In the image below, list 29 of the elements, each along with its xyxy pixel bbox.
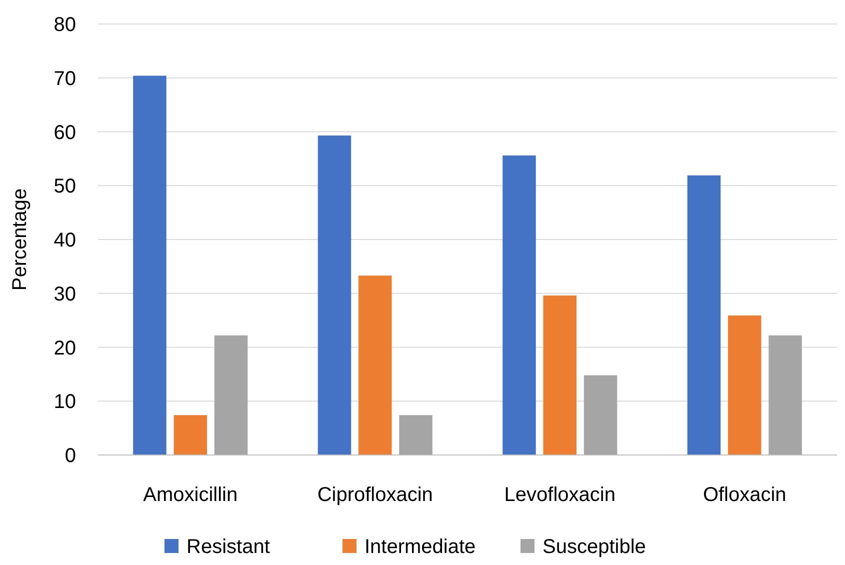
bar xyxy=(768,335,802,455)
bar xyxy=(358,276,392,455)
bar xyxy=(214,335,248,455)
bar xyxy=(399,415,432,455)
y-tick-label: 40 xyxy=(54,230,76,252)
y-tick-label: 70 xyxy=(54,68,76,90)
bar xyxy=(133,76,166,455)
bar xyxy=(318,136,352,455)
bar xyxy=(543,296,576,455)
y-tick-label: 10 xyxy=(54,391,76,414)
x-tick-label: Amoxicillin xyxy=(143,484,238,506)
y-tick-label: 0 xyxy=(64,445,76,467)
y-axis-title: Percentage xyxy=(9,188,31,291)
bar xyxy=(584,375,618,455)
bar xyxy=(174,415,207,455)
y-tick-label: 50 xyxy=(54,176,76,198)
bar xyxy=(502,155,536,455)
legend-label: Resistant xyxy=(186,536,270,558)
y-tick-label: 30 xyxy=(54,283,76,306)
y-tick-label: 60 xyxy=(54,122,76,144)
y-tick-label: 80 xyxy=(54,14,76,36)
y-tick-label: 20 xyxy=(54,337,76,360)
x-tick-label: Ciprofloxacin xyxy=(317,484,433,506)
bar xyxy=(728,315,762,455)
bar xyxy=(687,175,721,455)
x-tick-label: Levofloxacin xyxy=(504,484,616,506)
legend-label: Intermediate xyxy=(364,536,476,558)
x-tick-label: Ofloxacin xyxy=(702,484,786,506)
legend-label: Susceptible xyxy=(542,536,646,558)
